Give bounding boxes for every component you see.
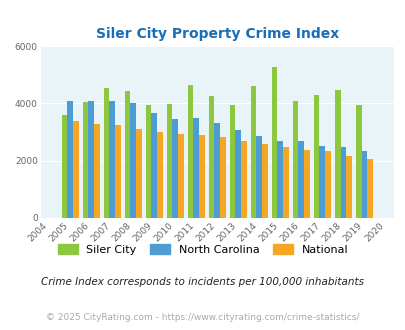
Legend: Siler City, North Carolina, National: Siler City, North Carolina, National bbox=[52, 238, 353, 260]
Bar bbox=[157, 132, 162, 218]
Bar bbox=[355, 105, 361, 218]
Bar bbox=[334, 90, 340, 218]
Bar bbox=[235, 130, 241, 218]
Bar bbox=[145, 105, 151, 218]
Bar bbox=[366, 159, 372, 218]
Bar bbox=[130, 103, 136, 218]
Bar bbox=[324, 151, 330, 218]
Bar bbox=[241, 141, 246, 218]
Bar bbox=[361, 151, 366, 218]
Bar bbox=[208, 96, 214, 218]
Bar bbox=[345, 156, 351, 218]
Bar bbox=[214, 123, 220, 218]
Bar bbox=[166, 104, 172, 218]
Bar bbox=[256, 136, 262, 218]
Bar bbox=[229, 105, 235, 218]
Bar bbox=[62, 115, 67, 218]
Bar bbox=[262, 144, 267, 218]
Bar bbox=[193, 118, 198, 218]
Bar bbox=[72, 121, 78, 218]
Bar bbox=[124, 91, 130, 218]
Bar bbox=[292, 101, 298, 218]
Bar bbox=[151, 114, 157, 218]
Bar bbox=[277, 141, 282, 218]
Bar bbox=[82, 102, 88, 218]
Bar bbox=[94, 124, 99, 218]
Bar bbox=[187, 85, 193, 218]
Text: © 2025 CityRating.com - https://www.cityrating.com/crime-statistics/: © 2025 CityRating.com - https://www.city… bbox=[46, 313, 359, 322]
Bar bbox=[340, 147, 345, 218]
Bar bbox=[303, 150, 309, 218]
Text: Crime Index corresponds to incidents per 100,000 inhabitants: Crime Index corresponds to incidents per… bbox=[41, 278, 364, 287]
Bar bbox=[136, 129, 141, 218]
Bar bbox=[220, 137, 225, 218]
Bar bbox=[250, 86, 256, 218]
Bar bbox=[88, 101, 94, 218]
Bar bbox=[109, 101, 115, 218]
Bar bbox=[177, 134, 183, 218]
Bar bbox=[115, 125, 120, 218]
Bar bbox=[198, 135, 204, 218]
Bar bbox=[313, 95, 319, 218]
Bar bbox=[172, 119, 177, 218]
Bar bbox=[103, 88, 109, 218]
Bar bbox=[298, 141, 303, 218]
Bar bbox=[319, 146, 324, 218]
Bar bbox=[282, 147, 288, 218]
Bar bbox=[271, 67, 277, 218]
Title: Siler City Property Crime Index: Siler City Property Crime Index bbox=[95, 27, 338, 41]
Bar bbox=[67, 101, 72, 218]
